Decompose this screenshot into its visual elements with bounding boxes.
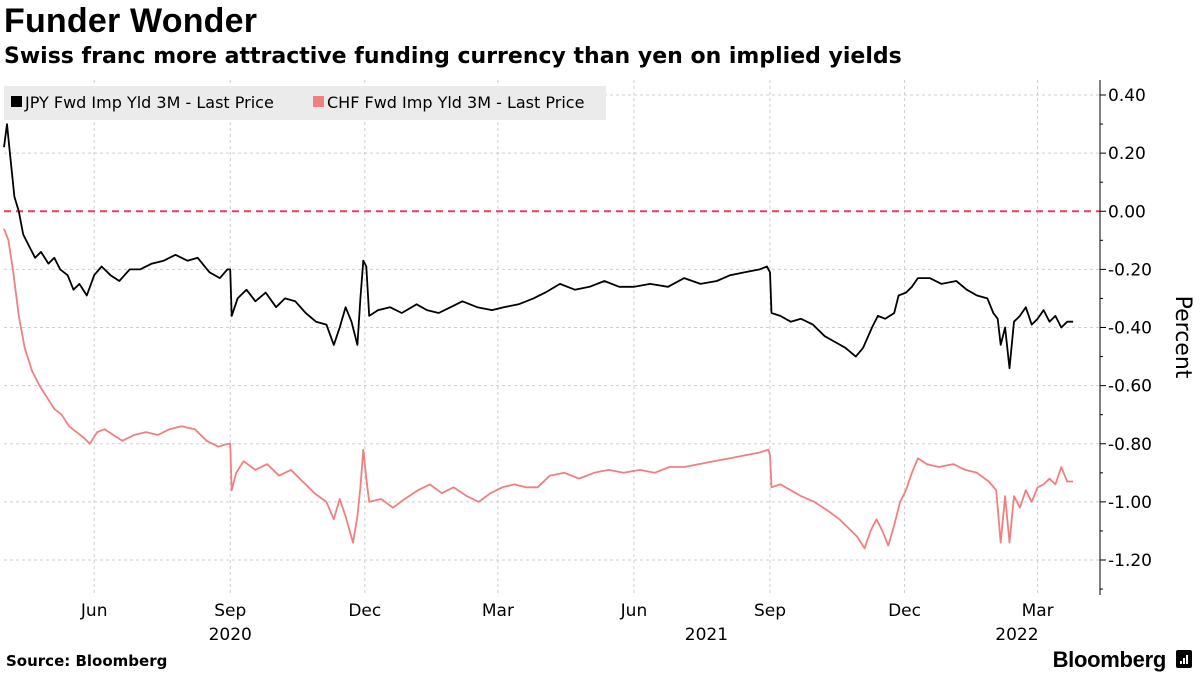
y-tick-label: -1.20 <box>1108 551 1152 571</box>
y-axis-label: Percent <box>1170 296 1195 379</box>
chart-subtitle: Swiss franc more attractive funding curr… <box>4 44 902 69</box>
legend-label-chf: CHF Fwd Imp Yld 3M - Last Price <box>327 93 584 112</box>
y-tick-label: 0.00 <box>1108 202 1146 222</box>
y-tick-label: -0.60 <box>1108 377 1152 397</box>
chart-legend: JPY Fwd Imp Yld 3M - Last Price CHF Fwd I… <box>4 86 606 120</box>
x-tick-label: Jun <box>80 601 108 621</box>
bloomberg-bars-icon <box>1176 650 1192 668</box>
x-tick-label: Jun <box>620 601 648 621</box>
chart-title: Funder Wonder <box>4 2 258 40</box>
x-year-label: 2020 <box>209 625 252 645</box>
x-tick-label: Dec <box>348 601 381 621</box>
axis-layer: 0.40 0.20 0.00 -0.20 -0.40 -0.60 -0.80 -1.00 -1.… <box>80 80 1195 645</box>
series-line-chf <box>3 228 1074 550</box>
legend-label-jpy: JPY Fwd Imp Yld 3M - Last Price <box>24 93 274 112</box>
y-tick-label: -0.40 <box>1108 319 1152 339</box>
source-note: Source: Bloomberg <box>6 652 168 670</box>
y-tick-label: 0.40 <box>1108 86 1146 106</box>
legend-swatch-jpy <box>11 96 22 107</box>
x-tick-label: Mar <box>482 601 514 621</box>
bloomberg-logo: Bloomberg <box>1052 647 1167 672</box>
x-tick-label: Sep <box>214 601 246 621</box>
x-year-label: 2022 <box>995 625 1038 645</box>
x-tick-label: Mar <box>1022 601 1054 621</box>
x-tick-label: Sep <box>754 601 786 621</box>
y-tick-label: -1.00 <box>1108 493 1152 513</box>
x-year-label: 2021 <box>685 625 728 645</box>
x-tick-label: Dec <box>888 601 921 621</box>
legend-swatch-chf <box>313 96 324 107</box>
y-tick-label: -0.20 <box>1108 260 1152 280</box>
series-layer <box>3 123 1074 550</box>
legend-background <box>4 86 606 120</box>
series-line-jpy <box>3 123 1074 370</box>
y-tick-label: 0.20 <box>1108 144 1146 164</box>
grid-layer <box>4 80 1100 595</box>
y-tick-label: -0.80 <box>1108 435 1152 455</box>
